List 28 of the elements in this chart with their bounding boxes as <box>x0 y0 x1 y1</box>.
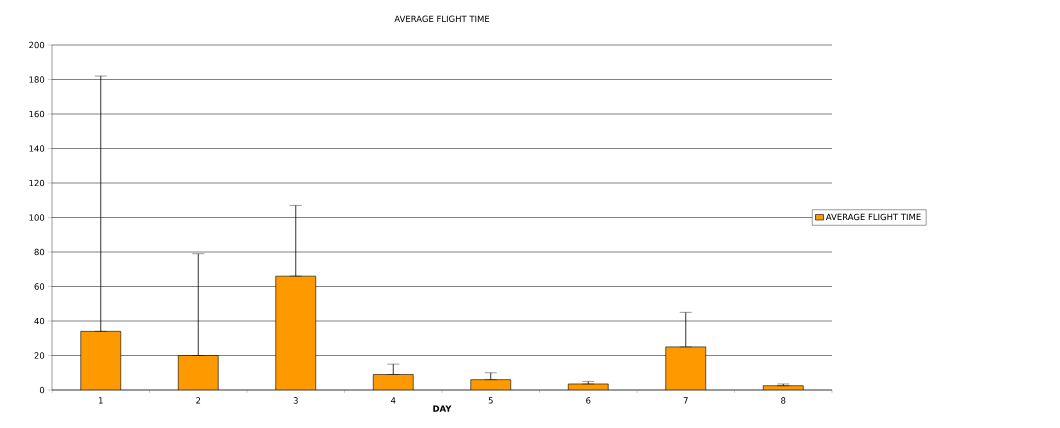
y-tick-label: 40 <box>34 317 45 325</box>
y-tick-label: 20 <box>34 352 45 359</box>
y-tick-label: 100 <box>29 214 45 221</box>
y-tick-label: 60 <box>34 283 45 290</box>
x-tick-label: 3 <box>293 397 298 404</box>
x-tick-label: 8 <box>781 397 786 404</box>
x-tick-label: 2 <box>196 397 201 404</box>
x-tick-label: 1 <box>99 397 103 404</box>
y-tick-label: 80 <box>34 248 45 256</box>
x-axis-title: DAY <box>433 405 452 412</box>
bar <box>177 355 219 390</box>
x-tick-label: 5 <box>488 397 493 404</box>
x-tick-label: 4 <box>390 397 396 404</box>
bar <box>762 385 804 390</box>
bar <box>80 331 122 390</box>
bar <box>372 374 414 390</box>
x-tick-label: 7 <box>683 397 688 404</box>
bar <box>275 275 317 390</box>
y-tick-label: 140 <box>29 145 45 152</box>
y-tick-label: 160 <box>29 110 45 118</box>
x-tick-label: 6 <box>586 397 591 404</box>
y-tick-label: 120 <box>29 179 45 187</box>
y-tick-label: 0 <box>39 386 45 394</box>
legend-label: AVERAGE FLIGHT TIME <box>825 213 921 221</box>
y-tick-label: 200 <box>29 41 45 49</box>
y-tick-label: 180 <box>29 76 45 83</box>
bar <box>665 346 707 390</box>
chart-title: AVERAGE FLIGHT TIME <box>394 15 490 22</box>
